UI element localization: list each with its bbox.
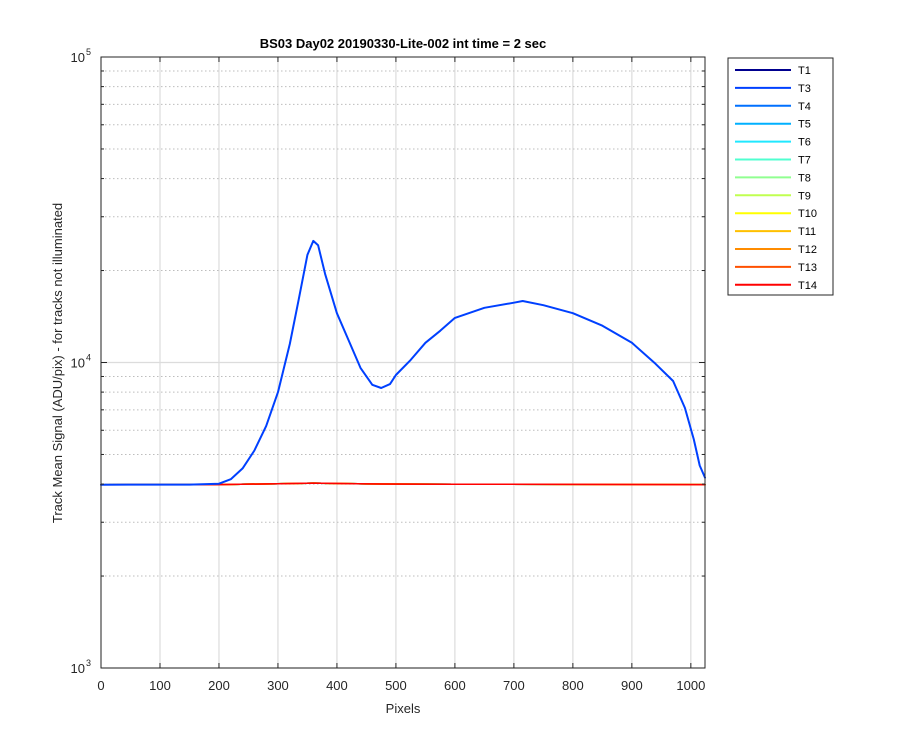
- x-tick-labels: 0 100 200 300 400 500 600 700 800 900 1000: [97, 678, 705, 693]
- legend-item-t5: T5: [735, 119, 811, 131]
- y-tick-label: 10 4: [71, 353, 91, 371]
- series-line-t3: [100, 239, 706, 486]
- x-tick-label: 900: [621, 678, 643, 693]
- legend-label: T8: [798, 172, 811, 184]
- chart-title: BS03 Day02 20190330-Lite-002 int time = …: [260, 36, 547, 51]
- y-tick-label: 10 3: [71, 658, 91, 676]
- legend-item-t11: T11: [735, 226, 816, 238]
- legend-label: T14: [798, 280, 817, 292]
- x-tick-label: 1000: [676, 678, 705, 693]
- legend-item-t9: T9: [735, 190, 811, 202]
- legend: T1 T3 T4 T5 T6 T7 T8 T9 T10 T11 T12 T13 T14: [727, 57, 834, 296]
- x-tick-label: 800: [562, 678, 584, 693]
- legend-item-t6: T6: [735, 137, 811, 149]
- legend-label: T4: [798, 101, 811, 113]
- x-tick-label: 0: [97, 678, 104, 693]
- legend-label: T6: [798, 137, 811, 149]
- x-tick-label: 100: [149, 678, 171, 693]
- y-tick-base: 10: [71, 356, 85, 371]
- y-tick-exponent: 3: [86, 658, 91, 668]
- x-tick-label: 400: [326, 678, 348, 693]
- legend-label: T1: [798, 65, 811, 77]
- y-axis-label: Track Mean Signal (ADU/pix) - for tracks…: [50, 203, 65, 523]
- legend-label: T12: [798, 244, 817, 256]
- series-line-t14: [100, 482, 706, 486]
- legend-label: T10: [798, 208, 817, 220]
- legend-label: T9: [798, 190, 811, 202]
- legend-item-t14: T14: [735, 280, 817, 292]
- x-tick-label: 200: [208, 678, 230, 693]
- legend-label: T11: [798, 226, 816, 238]
- legend-label: T7: [798, 155, 811, 167]
- legend-item-t3: T3: [735, 83, 811, 95]
- y-tick-exponent: 5: [86, 47, 91, 57]
- legend-label: T3: [798, 83, 811, 95]
- tick-marks: [100, 56, 705, 669]
- x-tick-label: 300: [267, 678, 289, 693]
- y-tick-base: 10: [71, 661, 85, 676]
- y-tick-label: 10 5: [71, 47, 91, 65]
- x-tick-label: 500: [385, 678, 407, 693]
- legend-item-t13: T13: [735, 262, 817, 274]
- series-lines: [100, 239, 706, 486]
- legend-label: T13: [798, 262, 817, 274]
- x-axis-label: Pixels: [386, 701, 421, 716]
- legend-item-t7: T7: [735, 155, 811, 167]
- legend-item-t12: T12: [735, 244, 817, 256]
- x-tick-label: 600: [444, 678, 466, 693]
- legend-item-t10: T10: [735, 208, 817, 220]
- legend-label: T5: [798, 119, 811, 131]
- legend-item-t4: T4: [735, 101, 811, 113]
- legend-item-t8: T8: [735, 172, 811, 184]
- y-tick-base: 10: [71, 50, 85, 65]
- legend-item-t1: T1: [735, 65, 811, 77]
- x-tick-label: 700: [503, 678, 525, 693]
- y-tick-exponent: 4: [86, 353, 91, 363]
